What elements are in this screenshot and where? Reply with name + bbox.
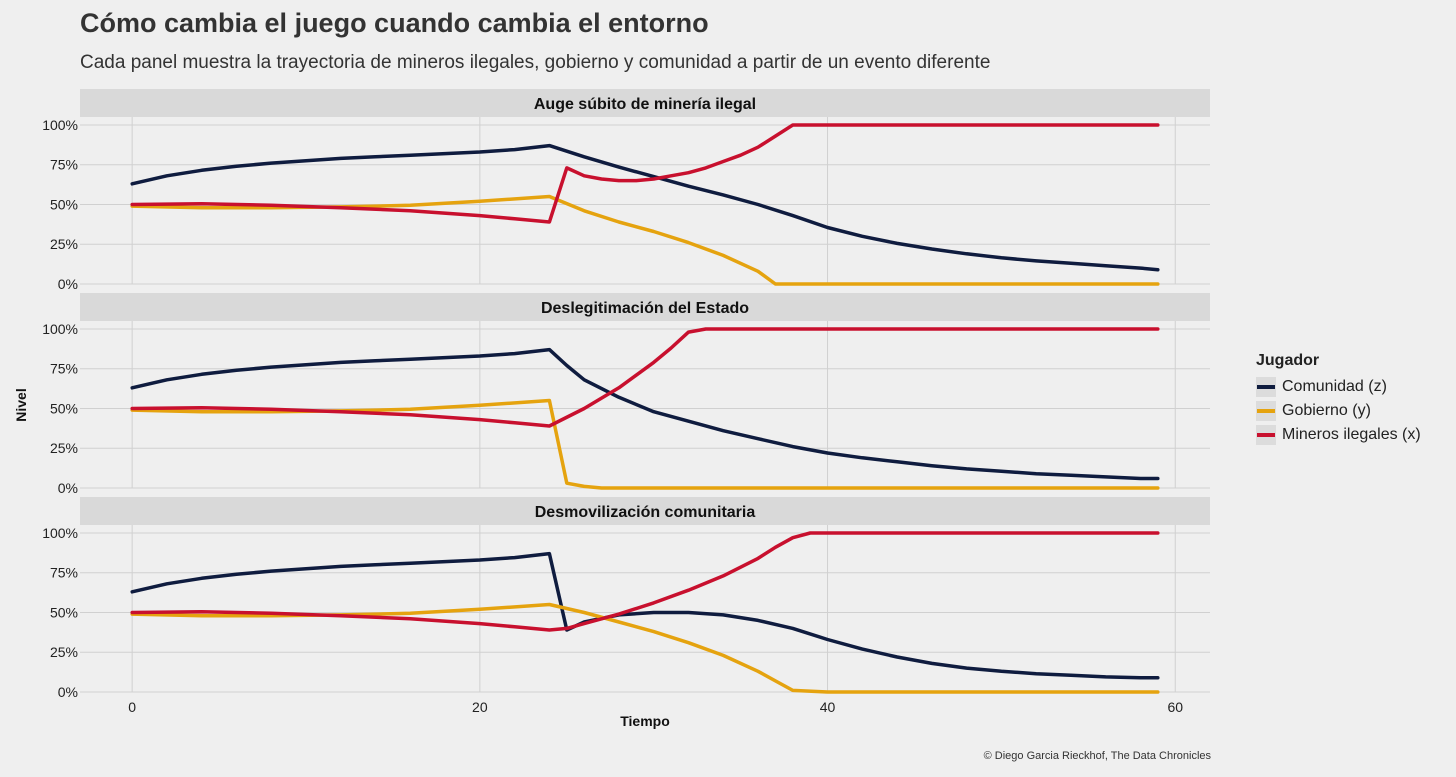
series-line [130, 551, 1160, 680]
facet-panel: Desmovilización comunitaria 0% 25% 50% 75% 10… [42, 497, 1210, 715]
legend-item-mineros: Mineros ilegales (x) [1256, 423, 1421, 447]
y-tick-label: 75% [50, 157, 78, 173]
legend-item-gobierno: Gobierno (y) [1256, 399, 1421, 423]
series-line [130, 143, 1160, 272]
y-tick-label: 25% [50, 236, 78, 252]
chart-subtitle: Cada panel muestra la trayectoria de min… [80, 52, 991, 73]
caption: © Diego Garcia Rieckhof, The Data Chroni… [983, 750, 1211, 762]
facet-title: Deslegitimación del Estado [541, 300, 749, 317]
facet-panel: Deslegitimación del Estado 0% 25% 50% 75% 100… [42, 293, 1210, 496]
y-tick-label: 75% [50, 565, 78, 581]
y-tick-label: 50% [50, 196, 78, 212]
legend-key-mineros [1256, 425, 1276, 445]
series-line [130, 123, 1160, 224]
legend-key-gobierno [1256, 401, 1276, 421]
y-tick-label: 50% [50, 604, 78, 620]
series-line [130, 327, 1160, 428]
y-tick-label: 0% [58, 480, 78, 496]
y-tick-label: 100% [42, 525, 78, 541]
facet-strip [80, 293, 1210, 321]
facet-title: Auge súbito de minería ilegal [534, 96, 756, 113]
chart-title: Cómo cambia el juego cuando cambia el en… [80, 8, 709, 38]
x-tick-label: 20 [472, 699, 488, 715]
series-line [130, 531, 1160, 632]
facet-panel: Auge súbito de minería ilegal 0% 25% 50% 75%… [42, 89, 1210, 292]
facet-strip [80, 497, 1210, 525]
legend-label-comunidad: Comunidad (z) [1282, 378, 1387, 395]
series-line [130, 602, 1160, 694]
x-axis-title: Tiempo [620, 713, 670, 729]
y-axis-title: Nivel [13, 388, 29, 421]
y-tick-label: 25% [50, 440, 78, 456]
legend-label-mineros: Mineros ilegales (x) [1282, 426, 1421, 443]
legend: Jugador Comunidad (z) Gobierno (y) Miner… [1256, 352, 1421, 447]
y-tick-label: 0% [58, 684, 78, 700]
series-line [130, 347, 1160, 481]
legend-key-comunidad [1256, 377, 1276, 397]
series-line [130, 398, 1160, 490]
series-line [130, 194, 1160, 286]
x-tick-label: 0 [128, 699, 136, 715]
y-tick-label: 25% [50, 644, 78, 660]
y-tick-label: 100% [42, 321, 78, 337]
legend-item-comunidad: Comunidad (z) [1256, 375, 1421, 399]
x-tick-label: 60 [1167, 699, 1183, 715]
legend-label-gobierno: Gobierno (y) [1282, 402, 1371, 419]
y-tick-label: 100% [42, 117, 78, 133]
y-tick-label: 50% [50, 400, 78, 416]
facet-title: Desmovilización comunitaria [535, 504, 756, 521]
x-tick-label: 40 [820, 699, 836, 715]
facet-strip [80, 89, 1210, 117]
y-tick-label: 75% [50, 361, 78, 377]
legend-title: Jugador [1256, 352, 1320, 369]
y-tick-label: 0% [58, 276, 78, 292]
